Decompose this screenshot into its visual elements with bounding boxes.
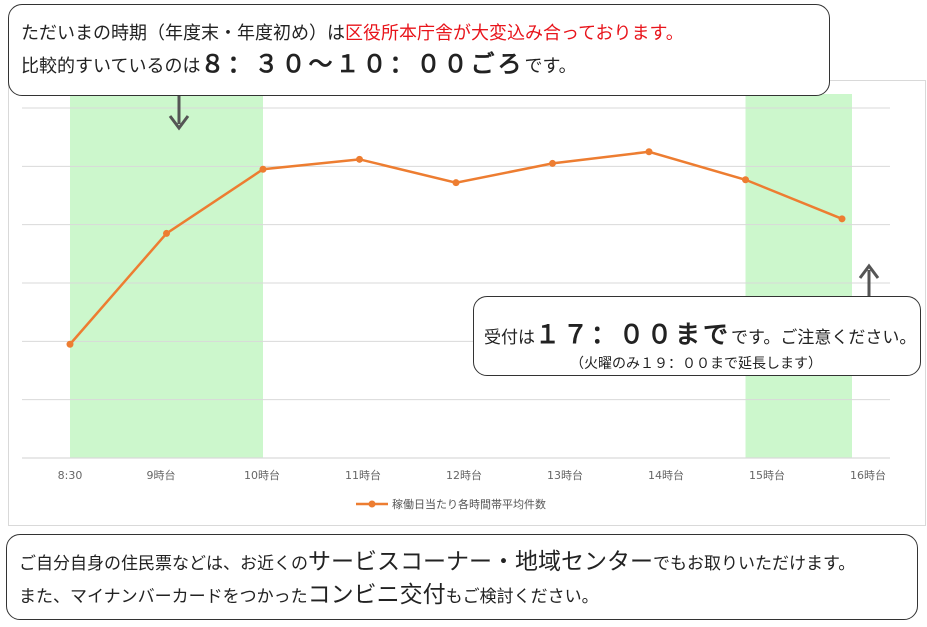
- quiet-time-suffix: です。: [524, 56, 577, 77]
- series-group: [66, 148, 846, 348]
- legend-label: 稼働日当たり各時間帯平均件数: [392, 497, 546, 511]
- data-point-15時台: [742, 176, 749, 184]
- service-corner-prefix: ご自分自身の住民票などは、お近くの: [19, 554, 308, 574]
- highlight-bands: [70, 94, 852, 458]
- data-point-10時台: [259, 165, 267, 173]
- convenience-prefix: また、マイナンバーカードをつかった: [19, 587, 308, 607]
- legend-marker: [368, 500, 376, 508]
- tuesday-extension-note: （火曜のみ１９：００まで延長します）: [570, 356, 822, 372]
- x-tick-label: 9時台: [147, 468, 176, 482]
- data-point-16時台: [838, 215, 846, 223]
- x-tick-labels: 8:30 9時台 10時台 11時台 12時台 13時台 14時台 15時台 16時台: [58, 468, 886, 482]
- convenience-suffix: もご検討ください。: [445, 587, 599, 607]
- highlight-band-1: [70, 94, 263, 458]
- reception-hours-main: 受付は１７：００までです。ご注意ください。: [484, 315, 920, 351]
- x-tick-label: 15時台: [749, 468, 785, 482]
- quiet-time-prefix: 比較的すいているのは: [21, 56, 201, 77]
- quiet-time-range: ８：３０～１０：００ごろ: [200, 50, 525, 78]
- x-tick-label: 10時台: [244, 468, 280, 482]
- busy-notice-callout: ただいまの時期（年度末・年度初め）は区役所本庁舎が大変込み合っております。 比較…: [8, 4, 830, 96]
- reception-hours-callout: 受付は１７：００までです。ご注意ください。 （火曜のみ１９：００まで延長します）: [473, 296, 921, 376]
- x-tick-label: 8:30: [58, 469, 83, 482]
- service-corner-suffix: でもお取りいただけます。: [653, 554, 856, 574]
- data-point-13時台: [549, 159, 556, 167]
- x-tick-label: 13時台: [547, 468, 583, 482]
- x-tick-label: 12時台: [446, 468, 482, 482]
- reception-suffix: です。ご注意ください。: [731, 328, 917, 348]
- x-tick-label: 14時台: [648, 468, 684, 482]
- highlight-band-2: [745, 94, 852, 458]
- data-point-8:30: [66, 340, 74, 348]
- legend: 稼働日当たり各時間帯平均件数: [356, 497, 546, 511]
- convenience-store-line: また、マイナンバーカードをつかったコンビニ交付もご検討ください。: [19, 580, 917, 613]
- x-tick-label: 11時台: [345, 468, 381, 482]
- convenience-issuance: コンビニ交付: [307, 582, 446, 608]
- reception-closing-time: １７：００まで: [535, 320, 732, 349]
- data-point-9時台: [163, 229, 170, 237]
- reception-prefix: 受付は: [484, 328, 535, 348]
- busy-notice-highlight: 区役所本庁舎が大変込み合っております。: [345, 23, 684, 44]
- busy-notice-line2: 比較的すいているのは８：３０～１０：００ごろです。: [21, 49, 829, 82]
- data-point-14時台: [645, 148, 653, 156]
- service-corner-line: ご自分自身の住民票などは、お近くのサービスコーナー・地域センターでもお取りいただ…: [19, 547, 917, 580]
- alternative-services-callout: ご自分自身の住民票などは、お近くのサービスコーナー・地域センターでもお取りいただ…: [6, 534, 918, 620]
- x-tick-label: 16時台: [850, 468, 886, 482]
- data-point-12時台: [452, 179, 460, 187]
- busy-notice-prefix: ただいまの時期（年度末・年度初め）は: [21, 23, 345, 44]
- data-point-11時台: [356, 155, 363, 163]
- busy-notice-line1: ただいまの時期（年度末・年度初め）は区役所本庁舎が大変込み合っております。: [21, 19, 829, 49]
- service-corner-name: サービスコーナー・地域センター: [308, 549, 653, 575]
